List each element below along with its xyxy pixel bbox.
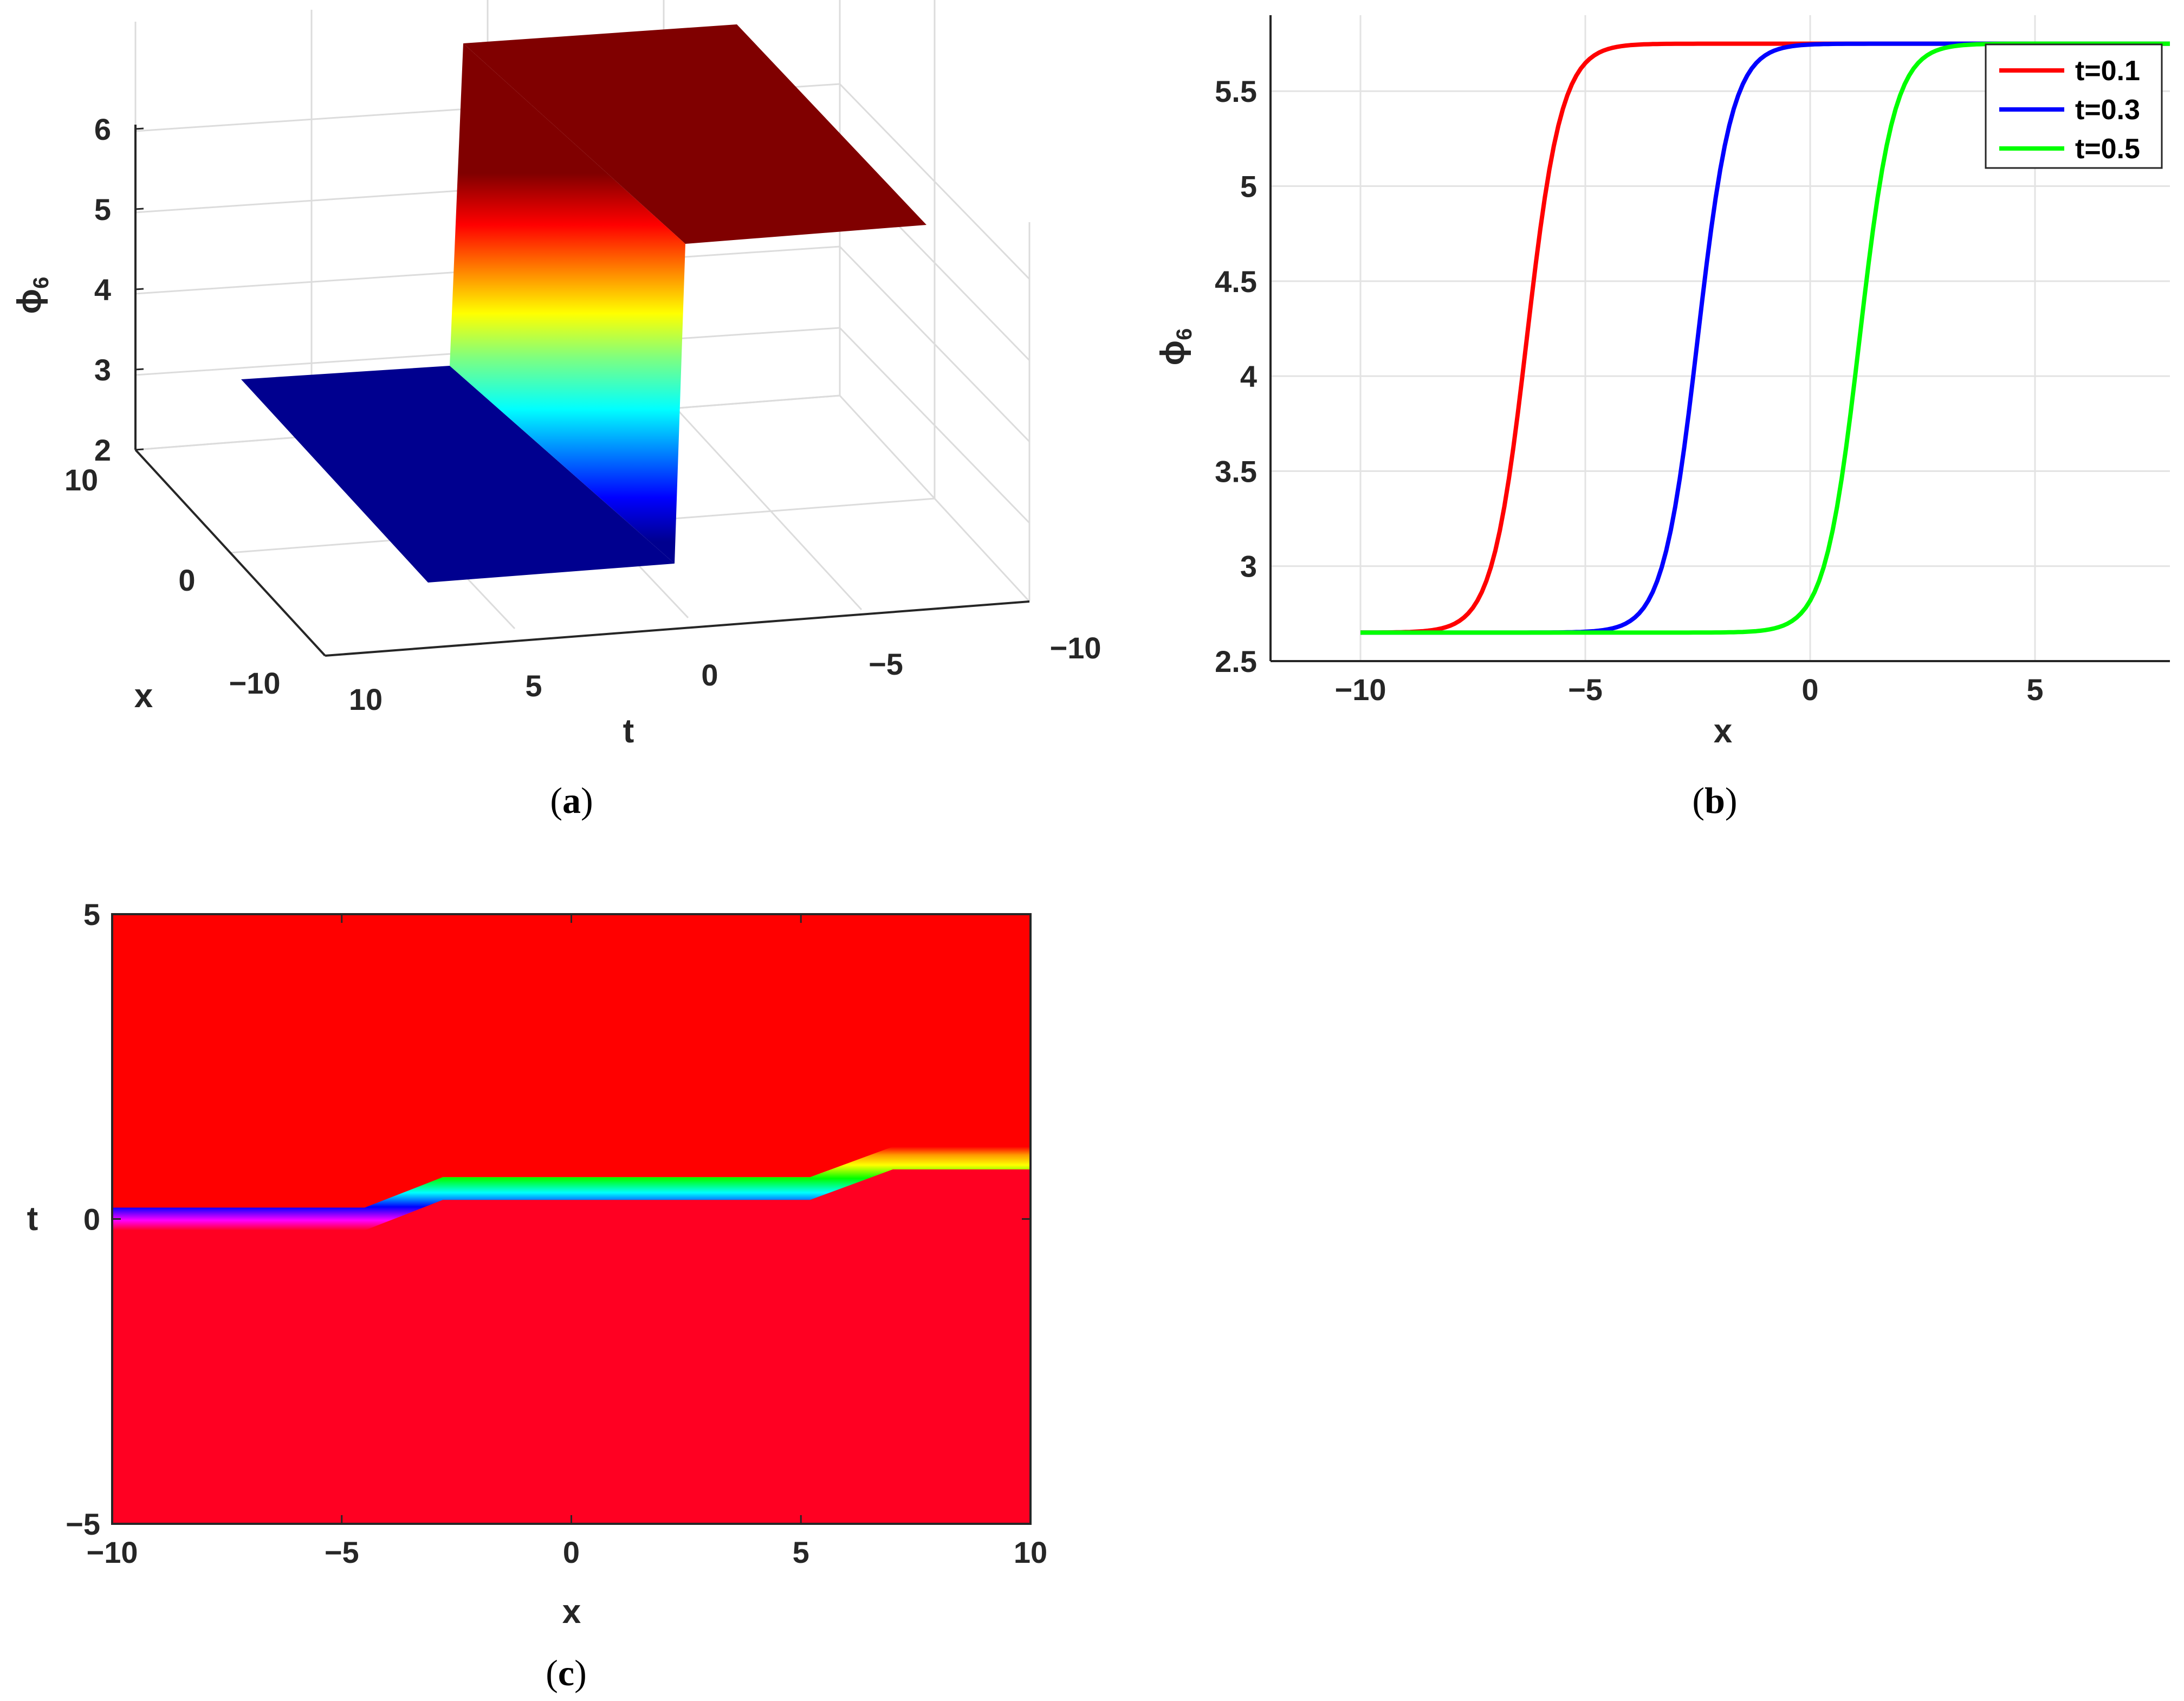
y-tick-labels: 2.5 3 3.5 4 4.5 5 5.5 xyxy=(1215,74,1257,678)
x-axis-tick-labels: 10 0 −10 xyxy=(64,463,281,700)
x-tick-label: 0 xyxy=(1801,672,1818,707)
x-tick-label: 5 xyxy=(793,1535,809,1569)
y-axis-label: ϕ6 xyxy=(1154,328,1196,366)
legend-label: t=0.3 xyxy=(2075,94,2140,126)
x-tick-label: −5 xyxy=(1568,672,1603,707)
heatmap-upper-region xyxy=(112,914,1031,1209)
y-axis-label: t xyxy=(27,1200,38,1238)
x-tick-label: −5 xyxy=(325,1535,359,1569)
y-tick-label: 5 xyxy=(83,897,100,932)
legend: t=0.1 t=0.3 t=0.5 xyxy=(1985,43,2163,169)
z-tick-label: 5 xyxy=(94,192,111,227)
surface-plot-a: 2 3 4 5 6 10 0 −10 10 5 0 −5 −10 x t ϕ6 (a) xyxy=(11,0,1101,821)
x-axis-label: x xyxy=(134,677,153,715)
surface xyxy=(241,24,926,583)
x-tick-label: −10 xyxy=(87,1535,138,1569)
t-axis-label: t xyxy=(623,713,634,750)
z-tick-label: 3 xyxy=(94,353,111,387)
t-axis-tick-label: 10 xyxy=(349,682,383,716)
x-tick-label: 0 xyxy=(563,1535,580,1569)
z-axis-label: ϕ6 xyxy=(11,277,53,314)
y-tick-label: 5 xyxy=(1240,170,1257,204)
y-tick-label: 4 xyxy=(1240,359,1257,393)
t-axis-tick-label: −10 xyxy=(1050,631,1101,665)
y-tick-label: 5.5 xyxy=(1215,74,1257,108)
z-tick-label: 4 xyxy=(94,273,111,307)
panel-label-a: (a) xyxy=(550,780,593,821)
t-axis-tick-label: 5 xyxy=(525,669,542,703)
x-axis-label: x xyxy=(1714,713,1733,750)
y-tick-label: 3.5 xyxy=(1215,454,1257,488)
x-tick-label: 5 xyxy=(2026,672,2043,707)
x-tick-labels: −10 −5 0 5 10 xyxy=(87,914,1047,1569)
x-tick-label: −10 xyxy=(1335,672,1386,707)
y-tick-label: 0 xyxy=(83,1202,100,1237)
x-tick-labels: −10 −5 0 5 xyxy=(1335,672,2044,707)
heatmap-transition-band xyxy=(112,1147,1031,1231)
x-axis-tick-label: 10 xyxy=(64,463,98,497)
legend-label: t=0.1 xyxy=(2075,55,2140,87)
t-axis-tick-label: −5 xyxy=(869,647,903,681)
x-axis-tick-label: 0 xyxy=(178,563,195,597)
y-tick-label: 3 xyxy=(1240,549,1257,584)
y-tick-label: 4.5 xyxy=(1215,264,1257,299)
heatmap-c: −505 −10 −5 0 5 10 x t (c) xyxy=(27,897,1047,1693)
y-tick-label: 2.5 xyxy=(1215,644,1257,678)
x-axis-label: x xyxy=(562,1593,581,1631)
x-axis-tick-label: −10 xyxy=(229,666,281,700)
y-tick-labels: −5 0 5 xyxy=(66,897,1031,1541)
x-tick-label: 10 xyxy=(1014,1535,1047,1569)
svg-text:ϕ6: ϕ6 xyxy=(1154,328,1196,366)
z-tick-label: 6 xyxy=(94,112,111,146)
line-chart-b: 2.533.544.555.5 −10 −5 0 5 x ϕ6 t=0.1t=0.3t… xyxy=(1154,15,2170,821)
surface-axes xyxy=(134,125,1030,657)
t-axis-tick-labels: 10 5 0 −5 −10 xyxy=(349,631,1101,716)
z-tick-labels: 2 3 4 5 6 xyxy=(94,112,144,467)
svg-text:ϕ6: ϕ6 xyxy=(11,277,53,314)
panel-label-b: (b) xyxy=(1692,780,1737,821)
z-tick-label: 2 xyxy=(94,433,111,467)
y-tick-label: −5 xyxy=(66,1507,100,1541)
panel-label-c: (c) xyxy=(546,1652,587,1693)
t-axis-tick-label: 0 xyxy=(701,658,718,692)
legend-label: t=0.5 xyxy=(2075,133,2140,165)
